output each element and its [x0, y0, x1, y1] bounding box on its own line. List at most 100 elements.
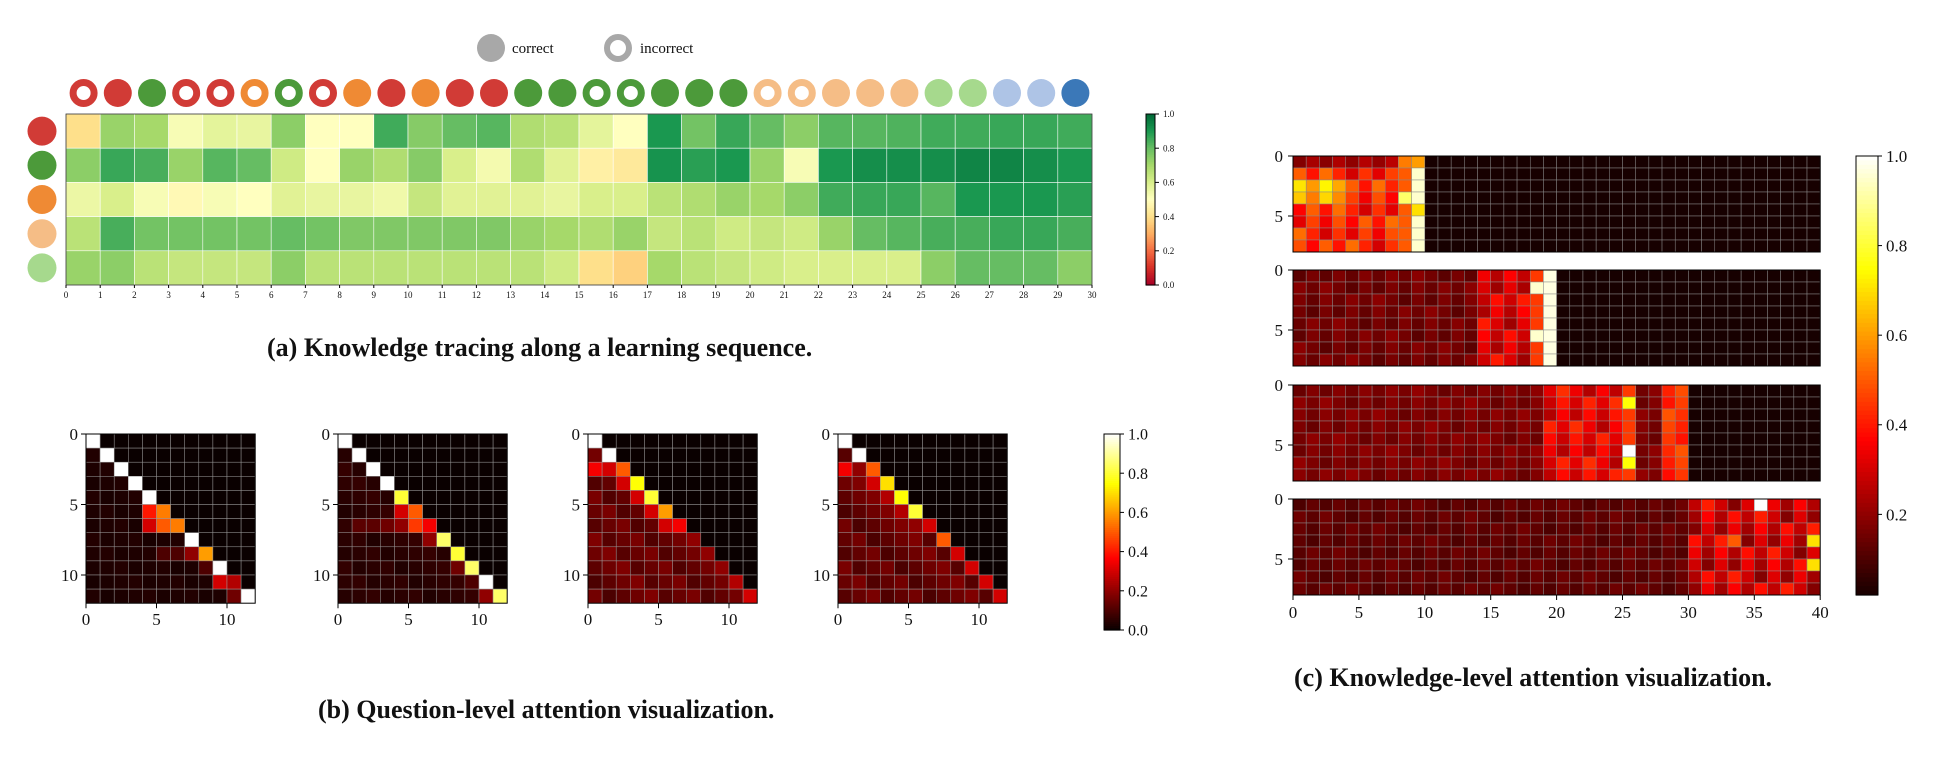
attention-cell [894, 532, 909, 548]
knowledge-cell [1464, 432, 1478, 446]
attention-cell [226, 546, 242, 562]
knowledge-cell [1793, 444, 1808, 458]
knowledge-cell [1688, 203, 1702, 217]
attention-cell [365, 447, 381, 463]
colorbar-b-band [1104, 628, 1120, 631]
colorbar-b-band [1104, 435, 1120, 439]
attention-cell [351, 504, 367, 519]
knowledge-cell [1398, 329, 1412, 343]
knowledge-cell [1411, 546, 1426, 560]
knowledge-cell [1740, 293, 1755, 307]
colorbar-b-tick-label: 0.6 [1128, 505, 1148, 522]
knowledge-cell [1477, 191, 1491, 205]
attention-cell [658, 560, 673, 576]
knowledge-cell [1437, 396, 1452, 410]
knowledge-cell [1754, 546, 1768, 560]
knowledge-cell [1582, 456, 1597, 470]
knowledge-cell [1767, 155, 1781, 169]
attention-cell [658, 532, 673, 548]
colorbar-a-band [1146, 208, 1155, 211]
attention-cell [936, 574, 952, 590]
knowledge-cell [1477, 534, 1491, 548]
knowledge-cell [1740, 546, 1755, 560]
heatmap-cell [1023, 182, 1059, 217]
knowledge-cell [1701, 534, 1716, 548]
knowledge-cell [1385, 227, 1399, 241]
heatmap-cell [1057, 147, 1093, 183]
colorbar-c-band [1856, 230, 1878, 236]
attention-cell [992, 504, 1008, 519]
x-tick-label: 0 [334, 610, 343, 629]
knowledge-cell [1740, 191, 1755, 205]
knowledge-cell [1793, 510, 1808, 524]
knowledge-cell [1305, 317, 1320, 331]
attention-cell [351, 560, 367, 576]
attention-cell [728, 461, 744, 477]
knowledge-cell [1516, 341, 1531, 355]
attention-cell [851, 490, 867, 505]
attention-cell [658, 447, 673, 463]
knowledge-cell [1332, 293, 1346, 307]
colorbar-a-band [1146, 180, 1155, 183]
knowledge-cell [1740, 408, 1755, 422]
attention-cell [658, 518, 673, 533]
knowledge-cell [1622, 384, 1636, 398]
colorbar-a-tick-label: 0.4 [1163, 212, 1175, 222]
attention-cell [992, 574, 1008, 590]
knowledge-cell [1503, 215, 1518, 229]
knowledge-cell [1635, 468, 1650, 482]
knowledge-cell [1806, 239, 1821, 253]
attention-cell [922, 532, 937, 548]
attention-cell [380, 588, 395, 604]
knowledge-cell [1582, 341, 1597, 355]
attention-cell [113, 532, 129, 548]
attention-cell [601, 532, 617, 548]
attention-cell [492, 574, 508, 590]
knowledge-cell [1464, 329, 1478, 343]
knowledge-cell [1582, 293, 1597, 307]
colorbar-a-band [1146, 249, 1155, 252]
attention-cell [198, 574, 214, 590]
knowledge-cell [1780, 281, 1795, 295]
heatmap-cell [339, 250, 375, 286]
colorbar-c-band [1856, 252, 1878, 258]
knowledge-cell [1754, 534, 1768, 548]
attention-cell [128, 546, 143, 562]
knowledge-cell [1595, 432, 1610, 446]
attention-cell [450, 433, 466, 449]
knowledge-cell [1477, 444, 1491, 458]
knowledge-cell [1319, 341, 1333, 355]
concept-marker [27, 253, 57, 283]
attention-cell [478, 532, 494, 548]
knowledge-cell [1371, 522, 1386, 536]
knowledge-cell [1490, 456, 1505, 470]
attention-cell [184, 574, 200, 590]
y-tick-label: 5 [572, 496, 581, 515]
knowledge-cell [1345, 582, 1360, 596]
attention-cell [450, 504, 466, 519]
knowledge-cell [1701, 570, 1716, 584]
colorbar-c-band [1856, 445, 1878, 451]
heatmap-cell [65, 216, 101, 252]
attention-cell [478, 574, 494, 590]
attention-cell [880, 546, 895, 562]
knowledge-cell [1674, 155, 1689, 169]
colorbar-c-band [1856, 393, 1878, 399]
knowledge-cell [1688, 432, 1702, 446]
attention-cell [365, 532, 381, 548]
attention-cell [837, 560, 853, 576]
heatmap-cell [1057, 216, 1093, 252]
knowledge-cell [1529, 329, 1544, 343]
knowledge-cell [1292, 155, 1307, 169]
knowledge-cell [1398, 570, 1412, 584]
attention-cell [686, 560, 702, 576]
attention-cell [700, 574, 716, 590]
colorbar-c-band [1856, 581, 1878, 587]
attention-cell [742, 560, 758, 576]
knowledge-cell [1358, 420, 1373, 434]
heatmap-cell [373, 147, 409, 183]
knowledge-cell [1345, 558, 1360, 572]
attention-cell [880, 574, 895, 590]
heatmap-cell [783, 147, 819, 183]
knowledge-cell [1543, 167, 1557, 181]
